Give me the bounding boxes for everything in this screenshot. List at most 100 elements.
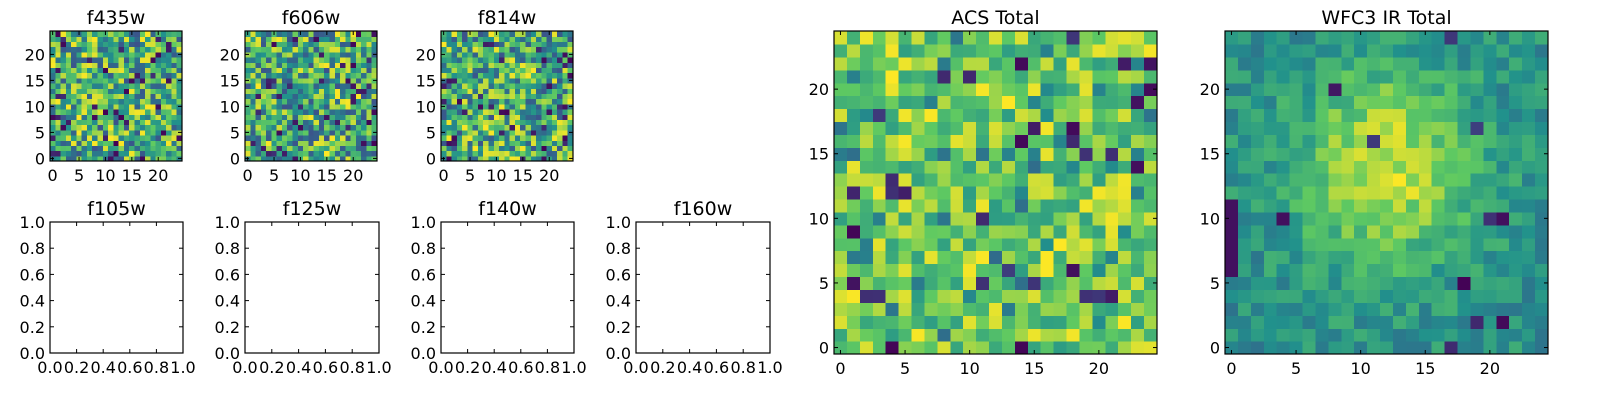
heatmap-cell [567,36,573,42]
heatmap-cell [1444,328,1459,342]
heatmap-cell [462,62,468,68]
heatmap-cell [297,103,304,110]
heatmap-cell [1105,276,1119,290]
heatmap-cell [514,88,521,94]
heatmap-cell [477,114,484,120]
heatmap-cell [859,263,874,278]
heatmap-cell [911,341,926,354]
heatmap-cell [504,93,511,100]
heatmap-cell [551,109,558,115]
heatmap-cell [65,36,72,42]
heatmap-cell [1289,95,1304,110]
heatmap-cell [885,95,900,110]
heatmap-cell [472,88,479,94]
heatmap-cell [171,129,178,136]
heatmap-cell [92,155,99,161]
heatmap-cell [71,36,77,42]
heatmap-cell [340,98,346,105]
heatmap-cell [1131,276,1145,290]
heatmap-cell [456,31,463,37]
heatmap-cell [334,119,341,126]
heatmap-cell [76,135,83,141]
heatmap-cell [911,134,926,148]
heatmap-cell [287,109,294,115]
heatmap-cell [255,155,262,161]
heatmap-cell [477,98,484,105]
heatmap-cell [504,62,511,68]
heatmap-cell [472,72,479,79]
heatmap-cell [1027,250,1042,265]
heatmap-cell [1040,160,1055,174]
heatmap-cell [1328,276,1342,290]
heatmap-cell [292,155,299,161]
heatmap-cell [924,289,938,303]
heatmap-cell [92,124,99,131]
heatmap-cell [1302,341,1317,354]
heatmap-cell [1418,95,1433,110]
heatmap-cell [1225,95,1239,110]
heatmap-cell [1027,186,1042,200]
heatmap-cell [504,51,511,58]
heatmap-cell [1144,224,1157,239]
heatmap-cell [371,145,377,152]
heatmap-cell [493,150,500,157]
heatmap-cell [1118,315,1132,329]
heatmap-cell [1470,315,1484,329]
heatmap-cell [155,124,162,131]
heatmap-cell [318,36,325,42]
heatmap-cell [245,135,251,141]
heatmap-cell [963,315,977,329]
heatmap-cell [366,98,373,105]
heatmap-cell [551,83,558,89]
heatmap-cell [266,155,272,161]
heatmap-cell [308,41,315,48]
heatmap-cell [129,103,136,110]
heatmap-cell [1302,250,1317,265]
heatmap-cell [1289,56,1304,71]
heatmap-cell [1092,289,1106,303]
heatmap-cell [97,57,104,63]
heatmap-cell [1079,276,1093,290]
heatmap-cell [345,140,352,146]
heatmap-cell [1470,134,1484,148]
heatmap-cell [859,198,874,213]
heatmap-cell [92,145,99,152]
heatmap-cell [71,103,77,110]
heatmap-cell [872,56,887,71]
heatmap-cell [350,135,357,141]
heatmap-cell [551,155,558,161]
x-tick-label: 0 [439,166,449,185]
heatmap-cell [65,98,72,105]
heatmap-cell [451,155,458,161]
heatmap-cell [1522,43,1536,58]
heatmap-cell [81,62,88,68]
heatmap-cell [898,276,913,290]
heatmap-cell [509,93,516,100]
heatmap-cell [1040,315,1055,329]
heatmap-cell [1302,95,1317,110]
heatmap-cell [255,36,262,42]
heatmap-cell [250,119,257,126]
heatmap-cell [1328,328,1342,342]
heatmap-cell [160,57,167,63]
heatmap-cell [530,119,537,126]
heatmap-cell [483,67,490,74]
x-tick-label: 0.8 [339,358,364,377]
heatmap-cell [1328,82,1342,97]
heatmap-cell [271,103,278,110]
heatmap-cell [859,341,874,354]
heatmap-cell [1053,134,1068,148]
heatmap-cell [361,155,368,161]
heatmap-cell [451,88,458,94]
heatmap-cell [350,77,357,84]
heatmap-cell [292,46,299,53]
heatmap-cell [245,72,251,79]
heatmap-cell [885,160,900,174]
heatmap-cell [950,276,964,290]
axes-frame [440,221,575,354]
heatmap-cell [1315,341,1329,354]
heatmap-cell [1079,95,1093,110]
heatmap-cell [297,119,304,126]
heatmap-cell [488,88,495,94]
